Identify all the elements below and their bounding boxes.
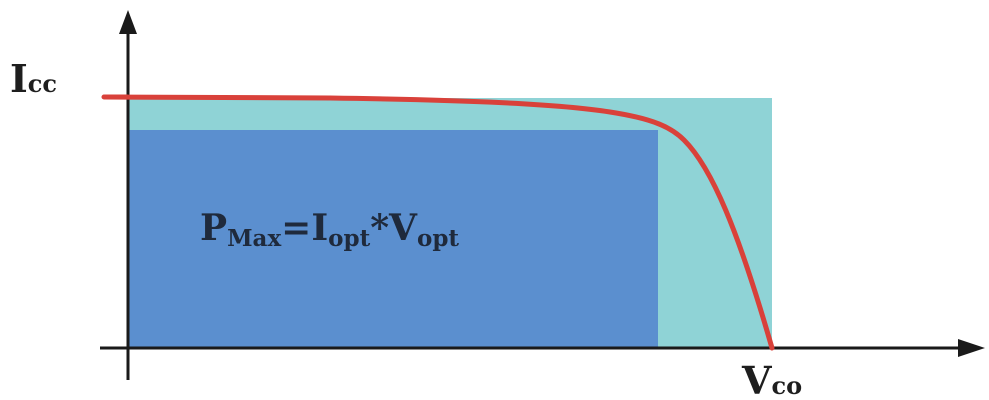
max-power-rectangle (128, 130, 658, 348)
icc-label: Icc (10, 56, 57, 101)
x-axis-arrowhead (958, 339, 985, 357)
y-axis-arrowhead (119, 10, 137, 34)
max-power-formula: PMax=Iopt*Vopt (200, 207, 459, 252)
vco-label: Vco (741, 358, 802, 400)
iv-curve (101, 94, 775, 351)
